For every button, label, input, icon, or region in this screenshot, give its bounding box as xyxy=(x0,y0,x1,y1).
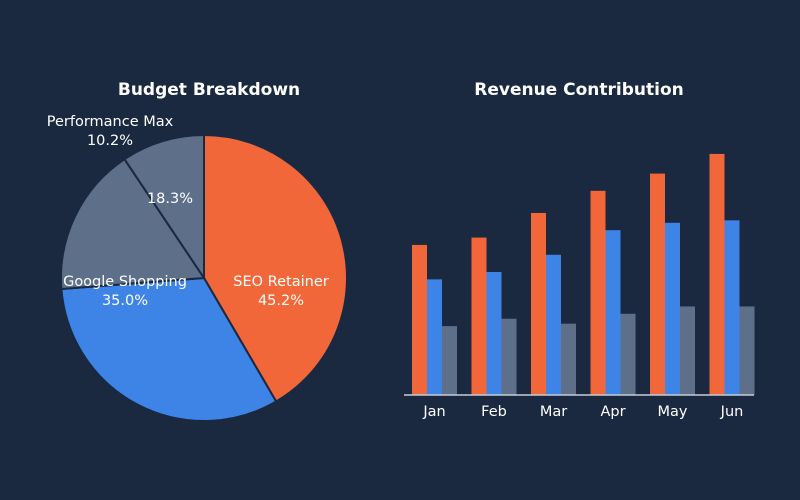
pie-chart-title: Budget Breakdown xyxy=(118,80,300,100)
bar-jun-series-1 xyxy=(709,153,725,395)
pie-slice-unlabeled-2 xyxy=(60,157,206,291)
bar-may-series-2 xyxy=(665,222,680,395)
bar-marks xyxy=(412,153,755,395)
bar-jun-series-3 xyxy=(739,306,755,395)
x-tick-label-feb: Feb xyxy=(481,404,507,420)
bar-mar-series-2 xyxy=(546,254,561,395)
revenue-bar-chart: Revenue Contribution Jan Feb Mar Apr May Jun xyxy=(404,80,755,420)
bar-jan-series-1 xyxy=(412,244,427,395)
bar-apr-series-1 xyxy=(590,190,606,395)
pie-slice-seo-retainer xyxy=(203,133,348,403)
x-tick-label-apr: Apr xyxy=(600,404,625,420)
pie-slice-performance-max xyxy=(123,133,205,282)
x-tick-label-jan: Jan xyxy=(422,404,445,420)
pie-label-name-performance-max: Performance Max xyxy=(47,114,174,130)
pie-label-value-unlabeled-2: 18.3% xyxy=(147,191,193,207)
x-axis-tick-labels: Jan Feb Mar Apr May Jun xyxy=(422,404,743,420)
pie-labels: SEO Retainer 45.2% Google Shopping 35.0% 18.… xyxy=(47,114,329,309)
x-tick-label-jun: Jun xyxy=(720,404,744,420)
pie-label-value-seo-retainer: 45.2% xyxy=(258,293,304,309)
bar-feb-series-3 xyxy=(501,318,517,395)
bar-mar-series-3 xyxy=(561,323,576,395)
bar-apr-series-3 xyxy=(620,313,636,395)
bar-may-series-1 xyxy=(650,173,665,395)
bar-jun-series-2 xyxy=(724,220,740,395)
pie-slices xyxy=(60,133,348,422)
bar-chart-title: Revenue Contribution xyxy=(474,80,684,100)
bar-mar-series-1 xyxy=(531,212,546,395)
bar-may-series-3 xyxy=(680,306,695,395)
pie-label-name-google-shopping: Google Shopping xyxy=(63,274,187,290)
bar-apr-series-2 xyxy=(605,230,621,395)
pie-label-value-performance-max: 10.2% xyxy=(87,133,133,149)
budget-pie-chart: Budget Breakdown SEO Retainer 45.2% Google… xyxy=(47,80,348,422)
bar-jan-series-2 xyxy=(427,279,442,395)
bar-feb-series-2 xyxy=(486,272,502,395)
pie-label-name-seo-retainer: SEO Retainer xyxy=(233,274,328,290)
x-tick-label-may: May xyxy=(658,404,688,420)
bar-feb-series-1 xyxy=(471,237,487,395)
pie-label-value-google-shopping: 35.0% xyxy=(102,293,148,309)
bar-jan-series-3 xyxy=(442,326,457,395)
x-tick-label-mar: Mar xyxy=(540,404,567,420)
pie-slice-google-shopping xyxy=(60,276,278,422)
